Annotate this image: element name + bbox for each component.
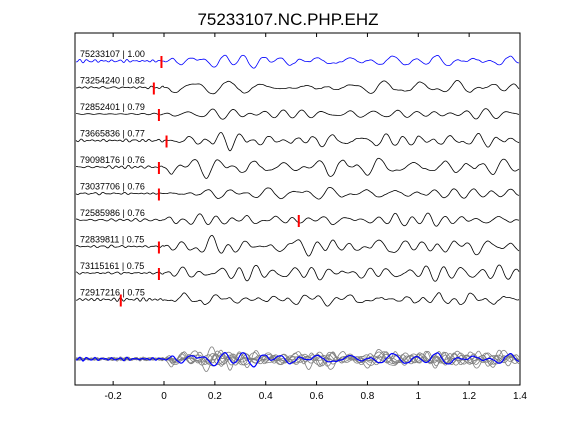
stacked-trace bbox=[76, 351, 520, 368]
row-label: 79098176 | 0.76 bbox=[80, 155, 145, 165]
row-label-background bbox=[78, 207, 156, 218]
row-label-background bbox=[78, 233, 156, 245]
waveform-trace bbox=[75, 292, 520, 307]
row-label: 73037706 | 0.76 bbox=[80, 182, 145, 192]
waveform-trace bbox=[75, 234, 520, 257]
waveform-trace bbox=[75, 157, 520, 179]
x-tick-label: -0.2 bbox=[105, 391, 123, 402]
row-label: 75233107 | 1.00 bbox=[80, 49, 145, 59]
x-tick-label: 0.6 bbox=[310, 391, 324, 402]
x-tick-label: 1.4 bbox=[513, 391, 527, 402]
stacked-traces bbox=[75, 346, 520, 373]
row-label-background bbox=[78, 48, 156, 59]
waveform-trace bbox=[75, 54, 520, 69]
x-tick-label: 1.2 bbox=[462, 391, 476, 402]
row-label: 72585986 | 0.76 bbox=[80, 208, 145, 218]
trace-area: 75233107 | 1.00 73254240 | 0.82 72852401 |… bbox=[75, 48, 520, 307]
waveform-trace bbox=[75, 264, 520, 282]
row-label-background bbox=[78, 74, 156, 86]
row-label: 72839811 | 0.75 bbox=[80, 235, 144, 245]
row-label-background bbox=[78, 260, 156, 271]
x-axis: -0.2 0 0.2 0.4 0.6 0.8 1 1.2 1.4 bbox=[105, 33, 527, 402]
row-label-background bbox=[78, 101, 156, 112]
row-label: 72852401 | 0.79 bbox=[80, 102, 145, 112]
x-tick-label: 0.2 bbox=[208, 391, 222, 402]
x-tick-label: 0 bbox=[161, 391, 167, 402]
x-tick-label: 0.4 bbox=[259, 391, 273, 402]
row-label-background bbox=[78, 154, 156, 165]
chart-title: 75233107.NC.PHP.EHZ bbox=[197, 10, 378, 29]
row-label-background bbox=[78, 180, 156, 192]
row-label: 73115161 | 0.75 bbox=[80, 261, 144, 271]
waveform-trace bbox=[75, 186, 520, 200]
x-tick-label: 1 bbox=[416, 391, 422, 402]
waveform-trace bbox=[75, 108, 520, 120]
row-label: 73665836 | 0.77 bbox=[80, 129, 145, 139]
waveform-trace bbox=[75, 131, 520, 152]
x-tick-label: 0.8 bbox=[360, 391, 374, 402]
waveform-trace bbox=[76, 212, 520, 227]
row-label: 73254240 | 0.82 bbox=[80, 76, 145, 86]
plot-frame bbox=[74, 32, 521, 386]
row-label: 72917216 | 0.75 bbox=[80, 288, 145, 298]
row-label-background bbox=[78, 286, 156, 298]
waveform-trace bbox=[75, 79, 520, 95]
row-label-background bbox=[78, 127, 156, 139]
